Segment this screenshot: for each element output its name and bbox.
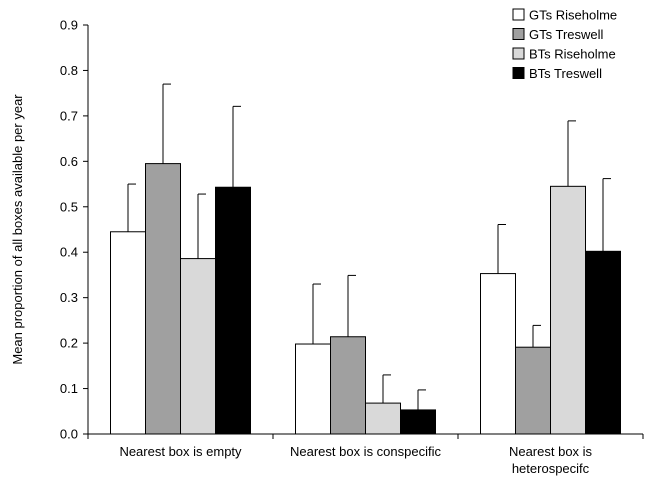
legend-label: BTs Treswell: [529, 66, 602, 81]
bar-bts-riseholme-2: [365, 402, 401, 435]
bar-bts-treswell-3: [585, 250, 621, 435]
legend-label: GTs Treswell: [529, 27, 604, 42]
category-labels-layer: Nearest box is empty Nearest box is consp…: [119, 444, 592, 476]
bar-gts-riseholme-1: [110, 231, 146, 435]
bar-gts-treswell-3: [515, 346, 551, 435]
y-tick-label: 0.2: [60, 336, 78, 351]
legend-swatch: [512, 47, 525, 60]
legend-swatch: [512, 67, 525, 79]
bar-bts-treswell-2: [400, 409, 436, 435]
bar-gts-riseholme-2: [295, 343, 331, 435]
bar-gts-treswell-1: [145, 163, 181, 435]
category-label-2: Nearest box is conspecific: [290, 444, 442, 459]
error-bars-layer: [127, 83, 611, 410]
bar-bts-treswell-1: [215, 186, 251, 435]
legend-swatch: [512, 8, 525, 21]
y-tick-label: 0.7: [60, 108, 78, 123]
bar-gts-riseholme-3: [480, 273, 516, 435]
y-tick-label: 0.8: [60, 63, 78, 78]
y-tick-label: 0.3: [60, 290, 78, 305]
legend-swatch: [512, 28, 525, 40]
category-label-3: heterospecifc: [512, 461, 590, 476]
y-tick-label: 0.4: [60, 245, 78, 260]
bar-bts-riseholme-3: [550, 185, 586, 435]
y-tick-label: 0.1: [60, 381, 78, 396]
y-axis-title: Mean proportion of all boxes available p…: [10, 94, 25, 365]
axes-layer: [87, 25, 644, 439]
y-tick-label: 0.9: [60, 18, 78, 33]
legend: GTs Riseholme GTs Treswell BTs Riseholme BT…: [512, 8, 617, 81]
bar-gts-treswell-2: [330, 336, 366, 435]
bars-layer: [110, 163, 621, 435]
category-label-3: Nearest box is: [509, 444, 593, 459]
y-tick-label: 0.5: [60, 199, 78, 214]
bar-bts-riseholme-1: [180, 258, 216, 435]
y-tick-label: 0.0: [60, 427, 78, 442]
legend-label: BTs Riseholme: [529, 47, 616, 62]
y-ticks-layer: 0.0 0.1 0.2 0.3 0.4 0.5 0.6 0.7 0.8 0.9: [60, 18, 88, 442]
legend-label: GTs Riseholme: [529, 8, 617, 23]
y-tick-label: 0.6: [60, 154, 78, 169]
category-label-1: Nearest box is empty: [119, 444, 242, 459]
